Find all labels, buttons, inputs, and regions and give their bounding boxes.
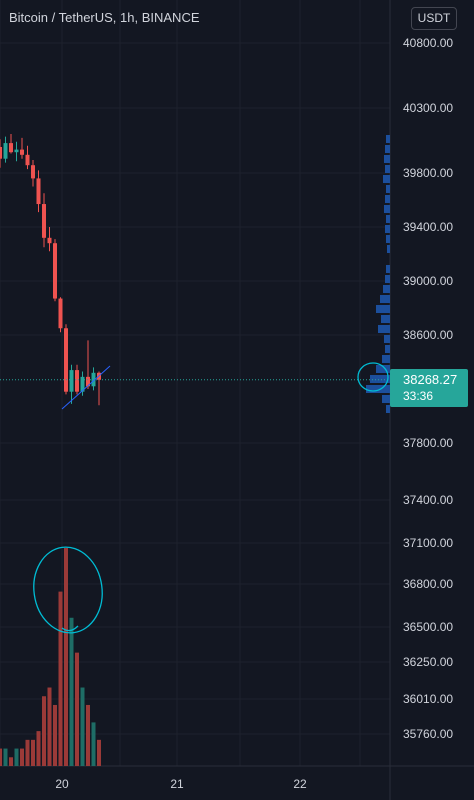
currency-button[interactable]: USDT [411, 7, 457, 30]
volume-bar [58, 591, 63, 766]
price-circle-annotation [357, 362, 389, 392]
volume-profile-bar [383, 285, 390, 293]
price-tick-label: 37400.00 [403, 493, 453, 507]
candle-body [58, 298, 63, 329]
volume-profile-bar [385, 345, 390, 353]
candle-body [3, 143, 8, 159]
price-tick-label: 39000.00 [403, 274, 453, 288]
volume-bar [75, 652, 79, 766]
volume-bar [47, 687, 52, 766]
volume-bar [80, 687, 85, 766]
volume-bar [20, 748, 24, 766]
volume-profile-bar [385, 275, 390, 283]
price-tick-label: 40300.00 [403, 101, 453, 115]
candle-body [9, 143, 13, 153]
volume-profile-bar [386, 135, 390, 143]
price-tick-label: 39800.00 [403, 166, 453, 180]
price-tick-label: 36800.00 [403, 577, 453, 591]
time-axis: 20 21 22 [55, 777, 307, 791]
volume-bar [97, 739, 101, 766]
volume-profile-bar [385, 165, 390, 173]
volume-circle-tail [61, 625, 79, 632]
price-tick-label: 37800.00 [403, 436, 453, 450]
price-tick-label: 37100.00 [403, 536, 453, 550]
volume-profile-bar [366, 385, 390, 393]
price-tick-label: 36010.00 [403, 692, 453, 706]
volume-bar [3, 748, 8, 766]
volume-bar [53, 704, 57, 766]
volume-bar [0, 748, 2, 766]
volume-bar [69, 617, 74, 766]
price-tick-label: 40800.00 [403, 36, 453, 50]
candle-body [25, 154, 30, 166]
current-price-label: 38268.27 33:36 [390, 369, 468, 407]
volume-profile-bar [378, 325, 390, 333]
volume-profile-bar [376, 305, 390, 313]
volume-bar [36, 731, 41, 766]
candle-body [69, 370, 74, 392]
drawing-annotations [33, 362, 389, 634]
volume-profile-bar [386, 185, 390, 193]
volume-profile-bar [386, 265, 390, 273]
price-tick-label: 39400.00 [403, 220, 453, 234]
volume-bar [64, 548, 68, 766]
price-tick-label: 35760.00 [403, 727, 453, 741]
volume-profile-bar [386, 215, 390, 223]
volume-bars [0, 548, 101, 766]
price-tick-label: 38600.00 [403, 328, 453, 342]
price-tick-label: 36250.00 [403, 655, 453, 669]
volume-profile-bar [382, 395, 390, 403]
volume-profile-bar [370, 375, 390, 383]
price-axis: 40800.00 40300.00 39800.00 39400.00 39000.00… [403, 36, 453, 741]
candle-body [42, 204, 46, 238]
volume-bar [25, 739, 30, 766]
candle-body [47, 237, 52, 244]
volume-bar [14, 748, 19, 766]
volume-profile-bar [386, 405, 390, 413]
volume-profile-bar [380, 295, 390, 303]
volume-profile-bar [376, 365, 390, 373]
candle-body [20, 149, 24, 155]
candle-body [0, 147, 2, 159]
volume-profile-bar [384, 335, 390, 343]
candlesticks [0, 134, 101, 406]
volume-profile-bar [385, 145, 390, 153]
price-tick-label: 36500.00 [403, 620, 453, 634]
candle-body [31, 165, 35, 179]
candle-body [64, 328, 68, 392]
time-tick-label: 22 [293, 777, 307, 791]
volume-bar [31, 739, 35, 766]
volume-profile-bar [385, 225, 390, 233]
candle-body [80, 376, 85, 392]
volume-bar [91, 722, 96, 766]
volume-profile-bar [386, 235, 390, 243]
candle-body [36, 178, 41, 205]
volume-profile-bar [381, 315, 390, 323]
volume-bar [42, 696, 46, 766]
candle-body [86, 376, 90, 387]
time-tick-label: 20 [55, 777, 69, 791]
volume-profile-bar [385, 195, 390, 203]
candle-body [14, 149, 19, 153]
volume-profile-bar [387, 245, 390, 253]
trend-line [61, 365, 111, 410]
volume-circle-annotation [33, 546, 103, 634]
volume-profile-bar [384, 155, 390, 163]
chart-title: Bitcoin / TetherUS, 1h, BINANCE [9, 10, 200, 25]
volume-profile-bar [382, 355, 390, 363]
candle-body [75, 370, 79, 392]
candle-body [53, 243, 57, 299]
volume-bar [9, 757, 13, 766]
volume-profile-bar [383, 175, 390, 183]
volume-bar [86, 704, 90, 766]
candle-countdown: 33:36 [403, 389, 434, 403]
volume-profile-bar [384, 205, 390, 213]
time-tick-label: 21 [170, 777, 184, 791]
current-price-value: 38268.27 [403, 372, 458, 387]
volume-profile [366, 135, 390, 413]
